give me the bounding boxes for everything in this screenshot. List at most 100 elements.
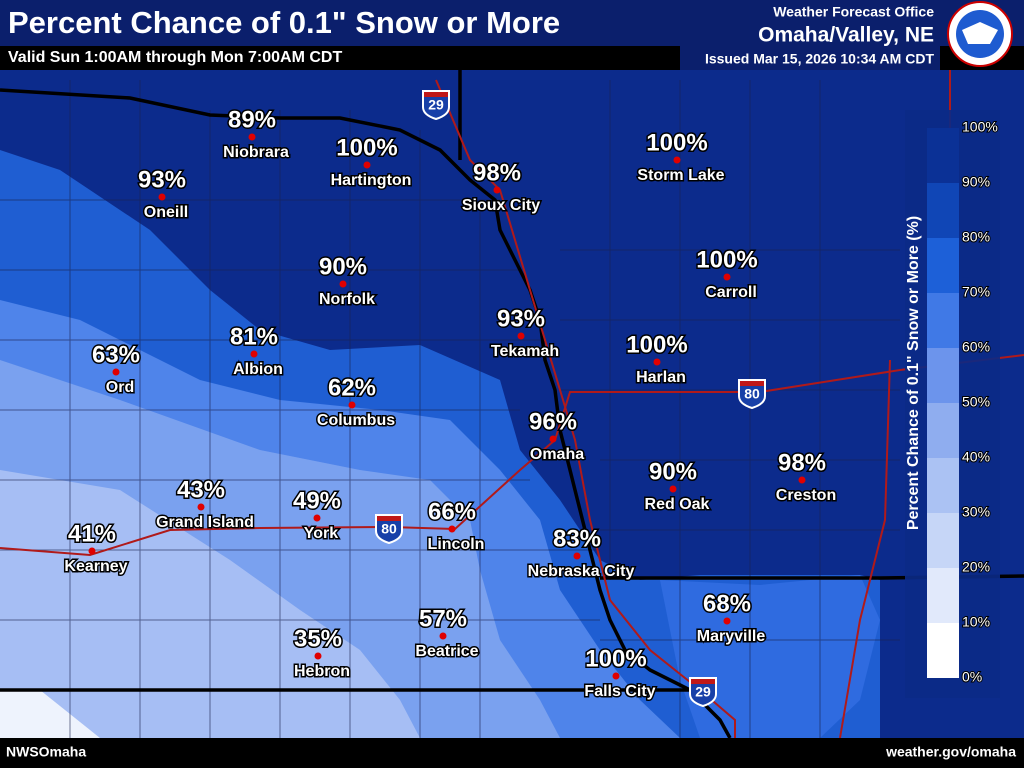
city-name: Ord [106,379,134,396]
city-dot [348,401,356,409]
city-name: Carroll [705,284,757,301]
subtitle: Valid Sun 1:00AM through Mon 7:00AM CDT [8,49,342,66]
city-dot [723,273,731,281]
legend-label: 10% [962,614,990,630]
city-name: Kearney [64,558,127,575]
city-name: Norfolk [319,291,375,308]
legend-label: 20% [962,559,990,575]
city-dot [798,476,806,484]
city-value: 100% [585,645,646,672]
shield-icon [689,677,717,708]
city-value: 90% [649,458,697,485]
legend-swatch [927,623,959,678]
legend-label: 100% [962,119,998,135]
city-value: 49% [293,487,341,514]
legend-swatch [927,128,959,183]
city-name: Niobrara [223,144,289,161]
city-name: Nebraska City [528,563,635,580]
city-value: 90% [319,253,367,280]
city-value: 93% [497,305,545,332]
city-dot [673,156,681,164]
city-value: 83% [553,525,601,552]
city-value: 57% [419,605,467,632]
issued: Issued Mar 15, 2026 10:34 AM CDT [705,51,934,67]
city-dot [573,552,581,560]
city-dot [248,133,256,141]
legend-swatch [927,238,959,293]
city-dot [549,435,557,443]
city-dot [112,368,120,376]
legend-swatch [927,348,959,403]
city-value: 66% [428,498,476,525]
city-value: 100% [646,129,707,156]
city-name: Creston [776,487,836,504]
city-name: Harlan [636,369,686,386]
city-dot [439,632,447,640]
legend-label: 30% [962,504,990,520]
shield-number: 80 [744,386,760,402]
city-name: Storm Lake [637,167,724,184]
city-value: 98% [778,449,826,476]
footer-right: weather.gov/omaha [885,744,1016,760]
title: Percent Chance of 0.1" Snow or More [8,5,560,40]
legend-label: 70% [962,284,990,300]
city-name: Grand Island [156,514,254,531]
legend-label: 90% [962,174,990,190]
city-name: Falls City [584,683,655,700]
city-name: Beatrice [415,643,478,660]
county-lines [0,80,900,738]
nws-logo [947,1,1013,67]
shield-number: 80 [381,521,397,537]
shield-icon [375,514,403,545]
legend-label: 0% [962,669,982,685]
city-dot [448,525,456,533]
city-dot [669,485,677,493]
city-value: 62% [328,374,376,401]
legend-label: 60% [962,339,990,355]
footer-left: NWSOmaha [6,744,86,760]
office-location: Omaha/Valley, NE [758,24,934,47]
city-name: Tekamah [491,343,559,360]
city-value: 35% [294,625,342,652]
city-name: York [304,525,338,542]
legend-label: 40% [962,449,990,465]
header-bar [0,0,1024,46]
legend: 0% 10% 20% 30% 40% 50% 60% 70% 80% 90% 100% [927,118,999,686]
shield-top [377,516,401,521]
legend-swatch [927,568,959,623]
shield-top [740,381,764,386]
city-dot [158,193,166,201]
city-dot [517,332,525,340]
city-value: 89% [228,106,276,133]
issued-bar [680,46,940,70]
city-dot [313,514,321,522]
legend-label: 80% [962,229,990,245]
city-dot [339,280,347,288]
legend-label: 50% [962,394,990,410]
city-name: Albion [233,361,283,378]
shields: 29 80 80 29 [375,90,766,708]
legend-title: Percent Chance of 0.1" Snow or More (%) [905,216,922,530]
subtitle-bar [0,46,500,70]
city-dot [612,672,620,680]
city-dot [723,617,731,625]
city-value: 100% [696,246,757,273]
city-dot [653,358,661,366]
city-name: Hebron [294,663,350,680]
city-name: Columbus [317,412,395,429]
city-name: Maryville [697,628,766,645]
shade-region [0,690,100,738]
city-value: 96% [529,408,577,435]
shield-top [424,92,448,97]
city-name: Lincoln [428,536,485,553]
shield-icon [738,379,766,410]
legend-swatch [927,293,959,348]
city-value: 41% [68,520,116,547]
city-name: Hartington [331,172,412,189]
city-value: 43% [177,476,225,503]
legend-swatch [927,403,959,458]
city-name: Omaha [530,446,584,463]
city-value: 63% [92,341,140,368]
shield-number: 29 [428,97,444,113]
